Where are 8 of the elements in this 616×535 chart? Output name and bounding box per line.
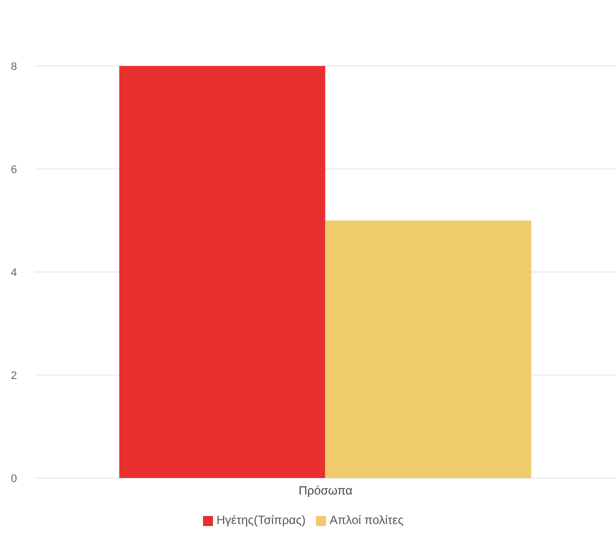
legend-label: Απλοί πολίτες: [330, 513, 404, 527]
y-tick-label: 4: [10, 266, 17, 279]
x-tick-label: Πρόσωπα: [298, 484, 352, 498]
y-tick-label: 0: [10, 472, 17, 485]
y-tick-label: 2: [10, 370, 17, 382]
legend-label: Ηγέτης(Τσίπρας): [216, 513, 306, 527]
y-tick-label: 8: [10, 60, 17, 73]
y-tick-label: 6: [10, 164, 17, 176]
